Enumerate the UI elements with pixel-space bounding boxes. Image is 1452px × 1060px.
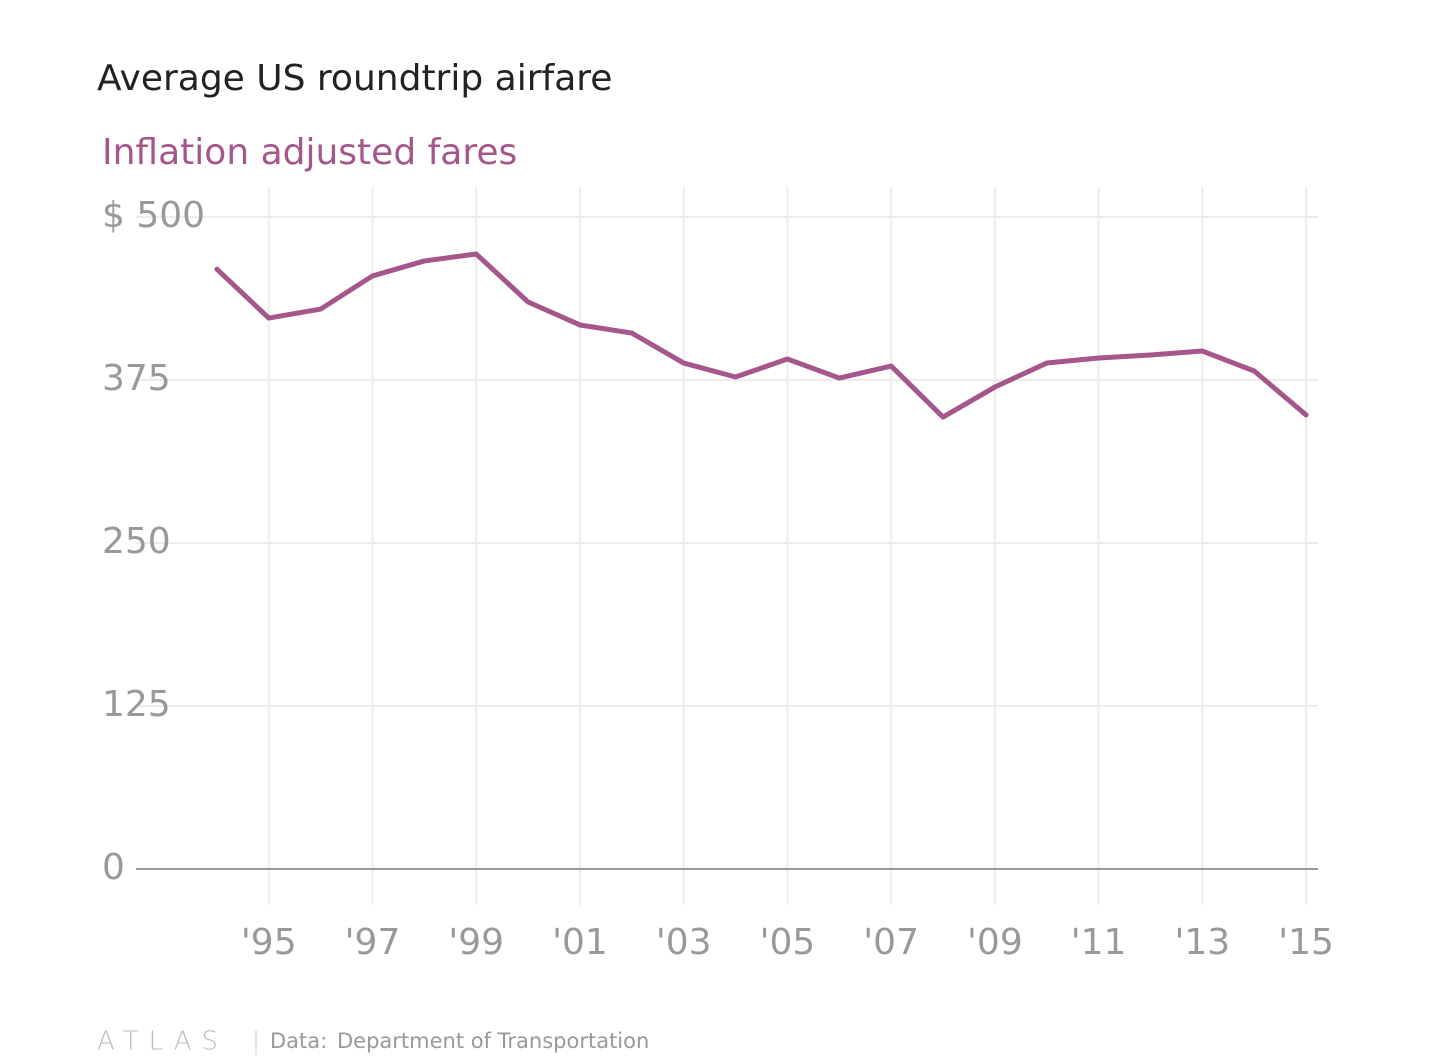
y-tick-label: 0 bbox=[102, 847, 125, 888]
y-tick-label: 125 bbox=[102, 684, 171, 725]
chart-title: Average US roundtrip airfare bbox=[97, 58, 612, 99]
chart-subtitle: Inflation adjusted fares bbox=[102, 132, 517, 173]
x-tick-label: '99 bbox=[448, 922, 504, 963]
x-tick-label: '11 bbox=[1071, 922, 1127, 963]
x-tick-label: '97 bbox=[345, 922, 401, 963]
y-tick-label: 375 bbox=[102, 358, 171, 399]
brand: ATLAS bbox=[97, 1027, 228, 1057]
x-tick-label: '07 bbox=[863, 922, 919, 963]
y-tick-label: 250 bbox=[102, 521, 171, 562]
source: Department of Transportation bbox=[337, 1029, 649, 1053]
x-tick-label: '95 bbox=[241, 922, 297, 963]
x-tick-label: '13 bbox=[1174, 922, 1230, 963]
x-tick-label: '15 bbox=[1278, 922, 1334, 963]
x-tick-label: '05 bbox=[760, 922, 816, 963]
source-label: Data: bbox=[270, 1029, 327, 1053]
y-tick-label: $ 500 bbox=[102, 195, 205, 236]
x-tick-label: '03 bbox=[656, 922, 712, 963]
series-line bbox=[214, 251, 1309, 420]
x-tick-label: '09 bbox=[967, 922, 1023, 963]
x-tick-label: '01 bbox=[552, 922, 608, 963]
